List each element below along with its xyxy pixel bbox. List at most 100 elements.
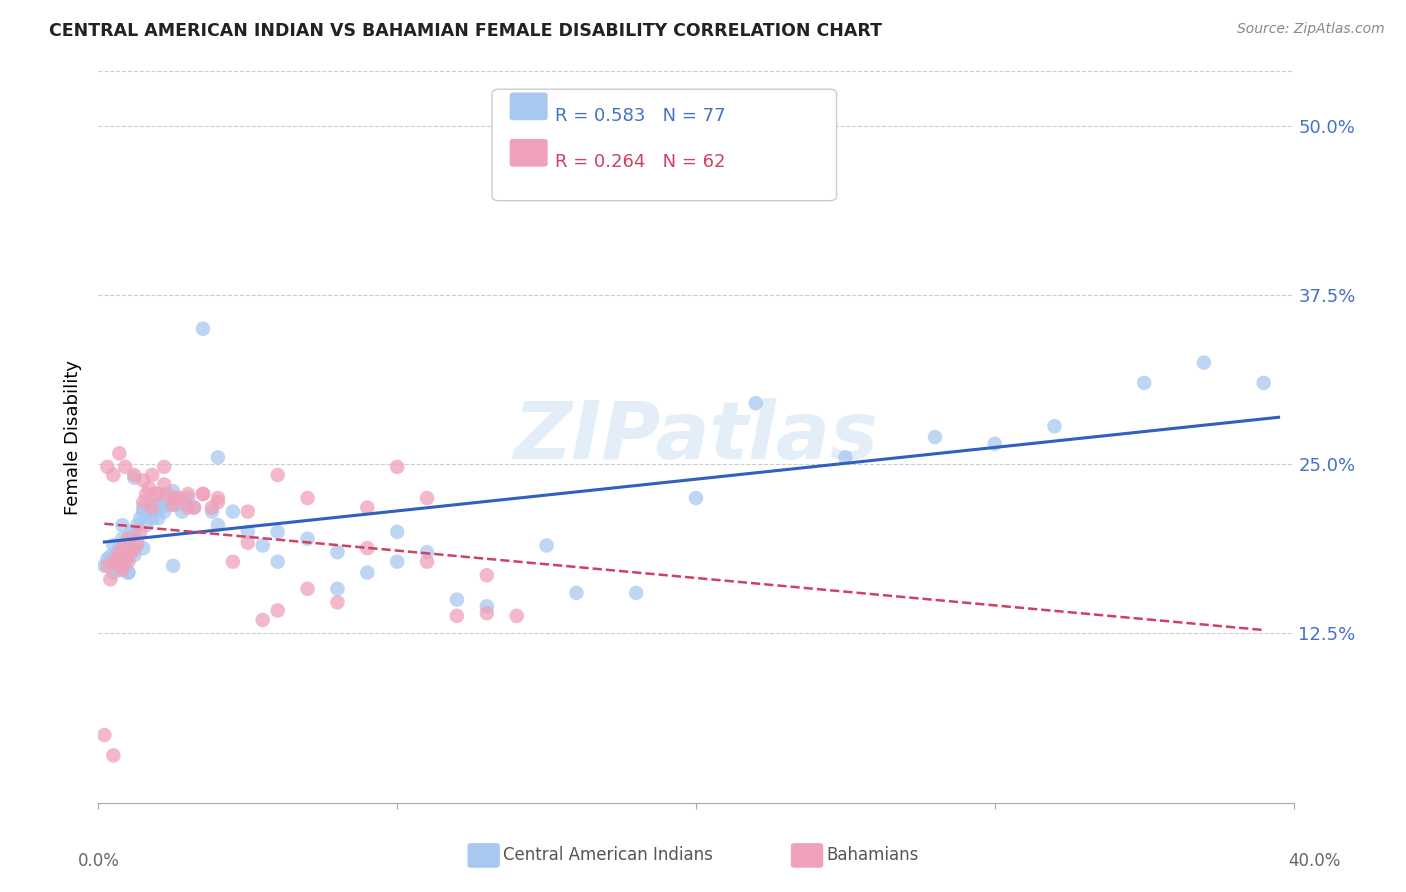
Text: Bahamians: Bahamians — [827, 847, 920, 864]
Point — [117, 532, 139, 546]
Point — [120, 545, 142, 559]
Point — [138, 482, 160, 496]
Point — [156, 491, 179, 505]
Point — [124, 468, 146, 483]
Point — [108, 541, 131, 556]
Point — [222, 555, 245, 569]
Point — [103, 566, 125, 580]
Point — [1043, 419, 1066, 434]
Point — [416, 545, 439, 559]
Point — [685, 491, 707, 505]
Point — [177, 500, 200, 515]
Point — [536, 538, 558, 552]
Point — [143, 487, 166, 501]
Point — [105, 555, 128, 569]
Point — [834, 450, 856, 465]
Point — [162, 558, 184, 573]
Point — [96, 552, 118, 566]
Point — [111, 563, 134, 577]
Point — [236, 524, 259, 539]
Point — [114, 459, 136, 474]
Point — [153, 459, 176, 474]
Point — [326, 545, 349, 559]
Point — [475, 606, 498, 620]
Point — [236, 505, 259, 519]
Point — [127, 538, 149, 552]
Point — [385, 555, 409, 569]
Point — [207, 495, 229, 509]
Point — [475, 599, 498, 614]
Point — [141, 505, 163, 519]
Point — [252, 538, 274, 552]
Point — [129, 524, 152, 539]
Point — [141, 500, 163, 515]
Point — [103, 555, 125, 569]
Point — [326, 582, 349, 596]
Point — [1253, 376, 1275, 390]
Point — [172, 505, 194, 519]
Point — [356, 541, 378, 556]
Point — [114, 555, 136, 569]
Point — [143, 498, 166, 512]
Point — [148, 487, 170, 501]
Point — [135, 487, 157, 501]
Point — [159, 498, 181, 512]
Point — [565, 586, 588, 600]
Point — [135, 518, 157, 533]
Point — [132, 541, 155, 556]
Point — [141, 468, 163, 483]
Point — [297, 582, 319, 596]
Point — [416, 491, 439, 505]
Point — [111, 518, 134, 533]
Point — [108, 558, 131, 573]
Point — [127, 535, 149, 549]
Point — [150, 500, 173, 515]
Point — [120, 545, 142, 559]
Point — [153, 505, 176, 519]
Point — [98, 572, 122, 586]
Point — [506, 608, 529, 623]
Point — [356, 566, 378, 580]
Text: Central American Indians: Central American Indians — [503, 847, 713, 864]
Point — [191, 487, 214, 501]
Point — [236, 535, 259, 549]
Point — [103, 468, 125, 483]
Point — [132, 495, 155, 509]
Point — [207, 518, 229, 533]
Point — [105, 558, 128, 573]
Point — [98, 549, 122, 564]
Text: CENTRAL AMERICAN INDIAN VS BAHAMIAN FEMALE DISABILITY CORRELATION CHART: CENTRAL AMERICAN INDIAN VS BAHAMIAN FEMA… — [49, 22, 882, 40]
Point — [96, 558, 118, 573]
Point — [114, 552, 136, 566]
Point — [114, 535, 136, 549]
Point — [165, 498, 187, 512]
Point — [201, 500, 224, 515]
Point — [191, 487, 214, 501]
Point — [117, 532, 139, 546]
Point — [267, 555, 290, 569]
Point — [117, 566, 139, 580]
Point — [475, 568, 498, 582]
Text: ZIPatlas: ZIPatlas — [513, 398, 879, 476]
Point — [148, 511, 170, 525]
Point — [207, 450, 229, 465]
Point — [153, 477, 176, 491]
Point — [124, 541, 146, 556]
Point — [924, 430, 946, 444]
Point — [1192, 355, 1215, 369]
Text: 0.0%: 0.0% — [77, 852, 120, 870]
Point — [183, 500, 205, 515]
Point — [124, 527, 146, 541]
Point — [446, 592, 468, 607]
Point — [385, 524, 409, 539]
Point — [201, 505, 224, 519]
Point — [177, 491, 200, 505]
Point — [117, 566, 139, 580]
Point — [156, 487, 179, 501]
Point — [111, 541, 134, 556]
Point — [167, 491, 190, 505]
Point — [132, 500, 155, 515]
Point — [93, 558, 115, 573]
Point — [120, 524, 142, 539]
Point — [124, 548, 146, 562]
